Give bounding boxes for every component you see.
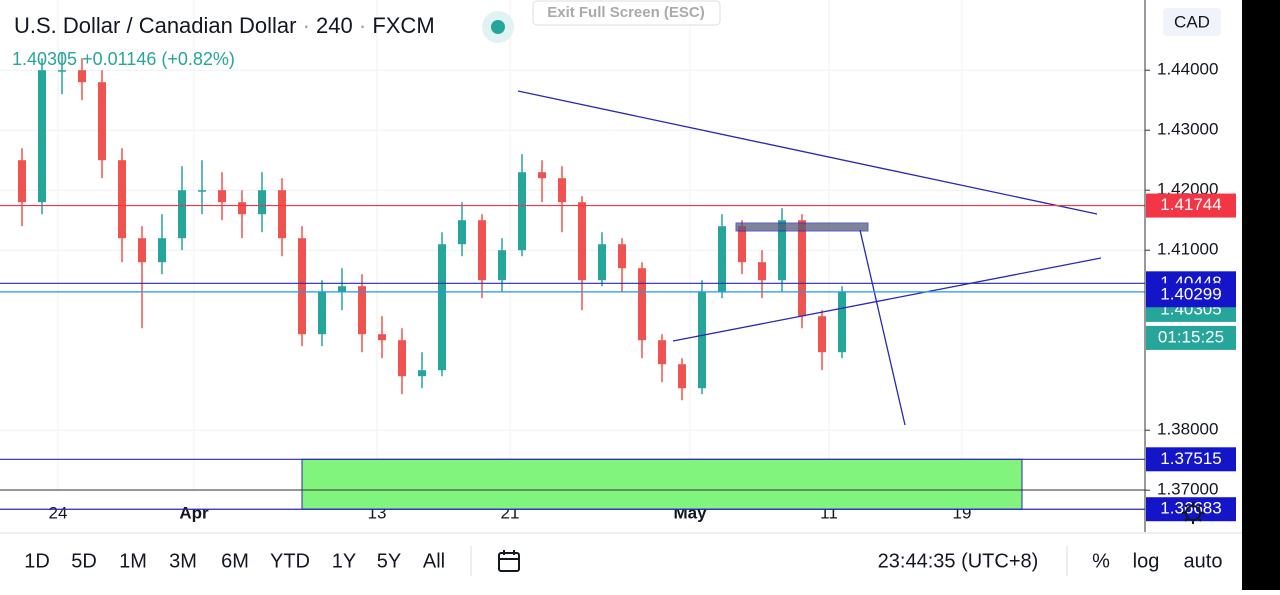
change-pct: (+0.82%) <box>161 49 235 69</box>
candle-body <box>118 160 126 239</box>
x-tick-label: Apr <box>179 503 209 522</box>
exit-button[interactable] <box>532 0 721 26</box>
candle-body <box>638 268 646 341</box>
candle-body <box>338 286 346 293</box>
candle-body <box>38 70 46 203</box>
range-button[interactable]: 3M <box>169 550 197 572</box>
candle-body <box>678 364 686 389</box>
clock: 23:44:35 (UTC+8) <box>878 550 1039 572</box>
candle-body <box>558 178 566 203</box>
candle-body <box>398 340 406 377</box>
candle-body <box>778 220 786 281</box>
scale-option[interactable]: auto <box>1184 550 1223 572</box>
candle-body <box>298 238 306 335</box>
countdown: 01:15:25 <box>1158 327 1224 346</box>
exit-button-label[interactable]: Exit Full Screen (ESC) <box>547 4 705 21</box>
candle-body <box>318 292 326 335</box>
candle-body <box>378 334 386 341</box>
settings-icon[interactable] <box>1182 502 1204 524</box>
price-tag <box>1146 283 1236 308</box>
trend-line <box>517 90 1098 215</box>
candle-body <box>838 291 846 353</box>
last-price: 1.40305 <box>12 49 77 69</box>
interval: 240 <box>316 13 353 38</box>
candle-body <box>698 292 706 389</box>
status-dot <box>491 20 505 34</box>
candle-body <box>418 370 426 377</box>
candle-body <box>618 244 626 269</box>
price-tag-label: 1.40299 <box>1160 285 1221 304</box>
symbol-name: U.S. Dollar / Canadian Dollar <box>14 13 296 38</box>
candle-body <box>798 220 806 317</box>
candle-body <box>278 190 286 239</box>
calendar-icon[interactable] <box>498 550 520 572</box>
range-button[interactable]: YTD <box>270 550 310 572</box>
candle-body <box>358 286 366 335</box>
scale-option[interactable]: log <box>1133 550 1160 572</box>
candle-body <box>178 190 186 239</box>
scale-option[interactable]: % <box>1092 550 1110 572</box>
candle-body <box>78 70 86 83</box>
y-tick-label: 1.41000 <box>1157 240 1218 259</box>
change: +0.01146 <box>82 49 156 69</box>
screen-edge <box>1242 0 1280 590</box>
price-tag <box>1146 447 1236 472</box>
candle-body <box>238 202 246 215</box>
candle-body <box>718 226 726 293</box>
candle-body <box>138 238 146 263</box>
target-zone <box>301 458 1023 510</box>
price-tag <box>1146 497 1236 522</box>
range-button[interactable]: 5Y <box>377 550 401 572</box>
candle-body <box>598 244 606 281</box>
candle-body <box>438 244 446 371</box>
resistance-box <box>735 222 869 232</box>
y-tick-label: 1.44000 <box>1157 60 1218 79</box>
countdown-tag <box>1146 325 1236 350</box>
candle-body <box>258 190 266 215</box>
projection-line <box>859 229 906 426</box>
currency: CAD <box>1174 12 1210 31</box>
candle-body <box>458 220 466 245</box>
source: FXCM <box>372 13 434 38</box>
candle-body <box>18 160 26 203</box>
candle-body <box>478 220 486 281</box>
trend-line <box>672 257 1102 342</box>
symbol: U.S. Dollar / Canadian Dollar · 240 · FX… <box>14 13 435 38</box>
candle-body <box>578 202 586 281</box>
price-line: 1.40305 +0.01146 (+0.82%) <box>12 49 235 69</box>
range-button[interactable]: 5D <box>71 550 97 572</box>
range-button[interactable]: All <box>423 550 445 572</box>
candle-body <box>218 190 226 203</box>
candle-body <box>538 172 546 179</box>
candle-body <box>58 70 66 72</box>
price-tag-label: 1.41744 <box>1160 195 1221 214</box>
candle-body <box>658 340 666 365</box>
candle-body <box>818 316 826 353</box>
price-tag <box>1146 193 1236 218</box>
price-tag-label: 1.36683 <box>1160 499 1221 518</box>
range-button[interactable]: 6M <box>221 550 249 572</box>
currency-box <box>1163 8 1221 36</box>
y-tick-label: 1.37000 <box>1157 480 1218 499</box>
candle-body <box>498 250 506 281</box>
candle-body <box>98 82 106 161</box>
range-button[interactable]: 1M <box>119 550 147 572</box>
candle-body <box>758 262 766 281</box>
x-tick-label: 24 <box>49 503 68 522</box>
candle-body <box>738 226 746 263</box>
candle-body <box>158 238 166 263</box>
candle-body <box>198 190 206 192</box>
candle-body <box>518 172 526 251</box>
y-tick-label: 1.43000 <box>1157 120 1218 139</box>
range-button[interactable]: 1Y <box>332 550 356 572</box>
price-tag-label: 1.37515 <box>1160 449 1221 468</box>
range-button[interactable]: 1D <box>24 550 50 572</box>
y-tick-label: 1.38000 <box>1157 420 1218 439</box>
